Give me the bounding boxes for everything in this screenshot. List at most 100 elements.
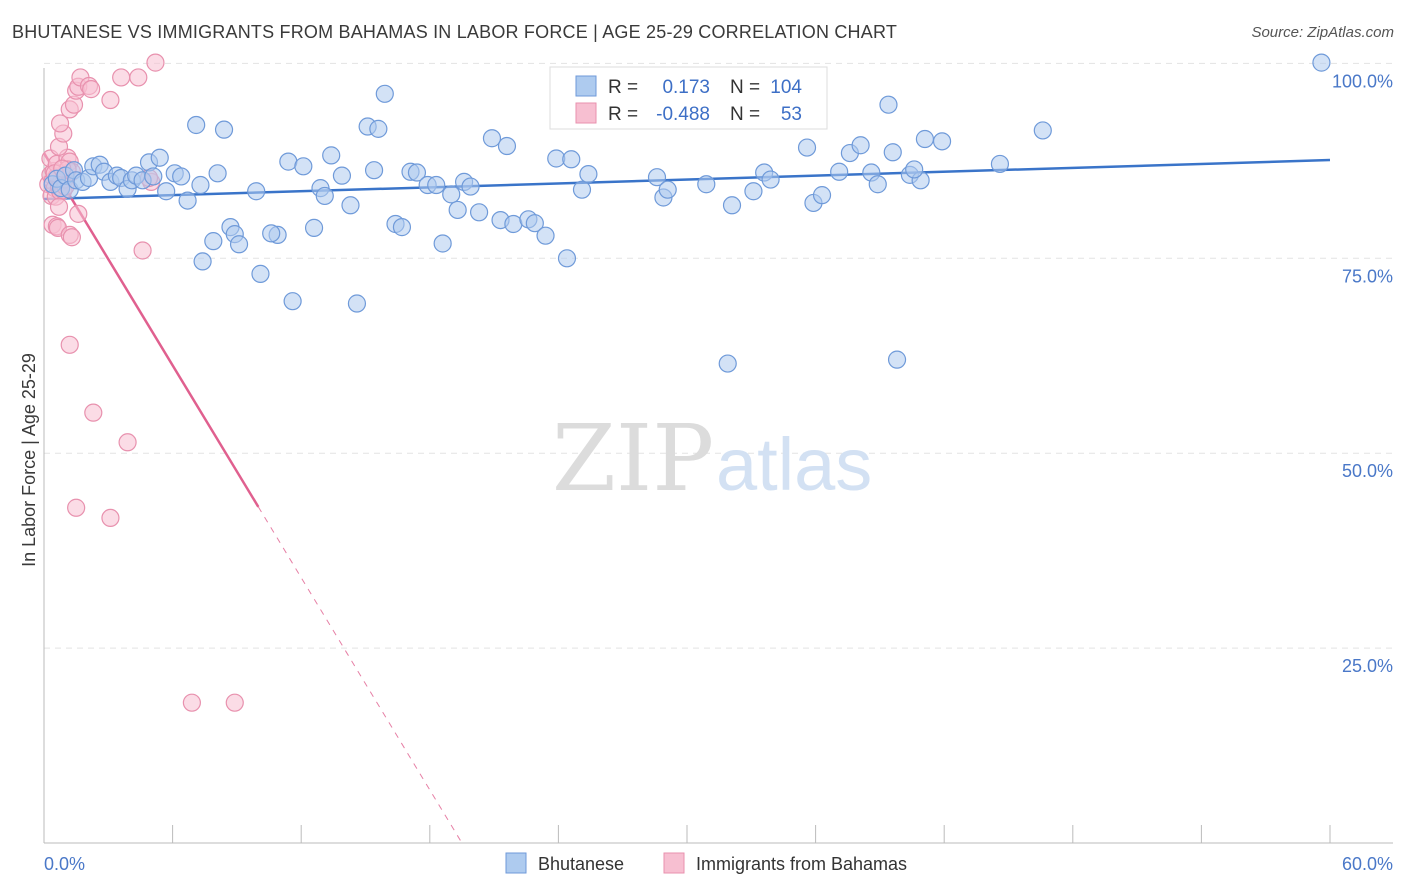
point-bhutanese [448,200,467,220]
point-bhutanese [204,232,223,251]
point-bhutanese [579,164,598,184]
point-bhutanese [178,191,197,210]
point-bahamas [129,68,148,87]
y-tick-label: 25.0% [1342,656,1393,676]
point-bahamas [49,197,69,216]
stats-n-value-blue: 104 [770,77,802,98]
legend-swatch-bhutanese [505,852,527,874]
point-bahamas [101,90,120,110]
stats-r-label-pink: R = [608,104,638,125]
point-bhutanese [905,160,924,179]
point-bhutanese [369,119,388,138]
legend-label-bahamas: Immigrants from Bahamas [696,854,907,874]
point-bhutanese [812,186,832,205]
x-tick-right: 60.0% [1342,854,1393,874]
point-bhutanese [304,218,324,237]
stats-swatch-blue [575,75,597,97]
point-bahamas [133,241,152,260]
point-bhutanese [262,224,281,243]
point-bhutanese [572,180,592,199]
y-tick-label: 75.0% [1342,266,1393,286]
point-bhutanese [191,175,210,195]
chart-title: BHUTANESE VS IMMIGRANTS FROM BAHAMAS IN … [12,22,898,42]
watermark: ZIP atlas [552,405,872,512]
stats-n-label-blue: N = [730,77,760,98]
point-bhutanese [193,252,212,271]
point-bahamas [62,228,81,247]
point-bahamas [60,335,79,354]
point-bhutanese [247,182,266,201]
watermark-atlas: atlas [716,423,872,506]
gridlines [44,62,1393,649]
stats-r-value-pink: -0.488 [656,104,710,125]
point-bhutanese [157,182,176,201]
point-bhutanese [504,214,523,234]
axes [43,68,1393,844]
point-bhutanese [990,154,1010,174]
point-bhutanese [172,167,191,186]
watermark-zip: ZIP [552,405,714,512]
point-bhutanese [341,196,360,215]
point-bahamas [69,204,88,223]
point-bhutanese [851,136,870,155]
point-bhutanese [887,350,907,369]
point-bahamas [50,114,70,133]
point-bhutanese [761,170,780,189]
point-bhutanese [322,146,341,165]
point-bhutanese [214,120,234,139]
point-bhutanese [915,129,935,149]
point-bahamas [112,68,131,87]
point-bhutanese [427,175,446,195]
point-bhutanese [144,167,163,186]
point-bhutanese [364,161,384,180]
legend-label-bhutanese: Bhutanese [538,854,624,874]
point-bahamas [146,53,165,72]
point-bahamas [182,693,201,712]
y-tick-label: 50.0% [1342,461,1393,481]
trend-line-extension-1 [257,506,463,844]
point-bhutanese [932,132,952,151]
point-bhutanese [744,182,763,201]
point-bhutanese [347,294,367,313]
point-bhutanese [283,292,302,311]
point-bhutanese [150,148,169,167]
point-bhutanese [332,166,352,185]
point-bhutanese [315,186,334,206]
point-bhutanese [392,218,412,237]
chart-source: Source: ZipAtlas.com [1251,24,1394,41]
point-bhutanese [879,95,898,114]
point-bhutanese [1033,121,1052,140]
point-bhutanese [469,203,489,222]
point-bhutanese [557,249,577,268]
point-bhutanese [525,214,544,233]
point-bhutanese [442,185,461,204]
point-bhutanese [658,180,677,199]
point-bhutanese [279,152,298,171]
series-legend: Bhutanese Immigrants from Bahamas [505,852,907,874]
point-bhutanese [722,196,742,215]
point-bhutanese [830,162,849,181]
point-bhutanese [497,136,517,156]
point-bhutanese [461,177,480,196]
point-bhutanese [868,175,887,194]
point-bahamas [118,433,137,452]
stats-r-value-blue: 0.173 [662,77,710,98]
point-bhutanese [208,164,227,183]
point-bhutanese [797,138,817,157]
point-bhutanese [433,234,452,253]
stats-r-label-blue: R = [608,77,638,98]
point-bhutanese [294,157,313,176]
point-bhutanese [407,163,427,182]
point-bhutanese [718,354,737,373]
point-bhutanese [562,150,581,169]
series-bahamas-points [39,53,244,712]
point-bahamas [67,498,86,517]
stats-legend: R = 0.173 N = 104 R = -0.488 N = 53 [549,66,828,130]
point-bhutanese [1312,53,1331,72]
point-bahamas [225,693,244,712]
y-tick-label: 100.0% [1332,71,1393,91]
point-bahamas [84,403,103,422]
point-bhutanese [647,168,667,187]
point-bhutanese [883,143,902,162]
point-bhutanese [229,235,249,254]
